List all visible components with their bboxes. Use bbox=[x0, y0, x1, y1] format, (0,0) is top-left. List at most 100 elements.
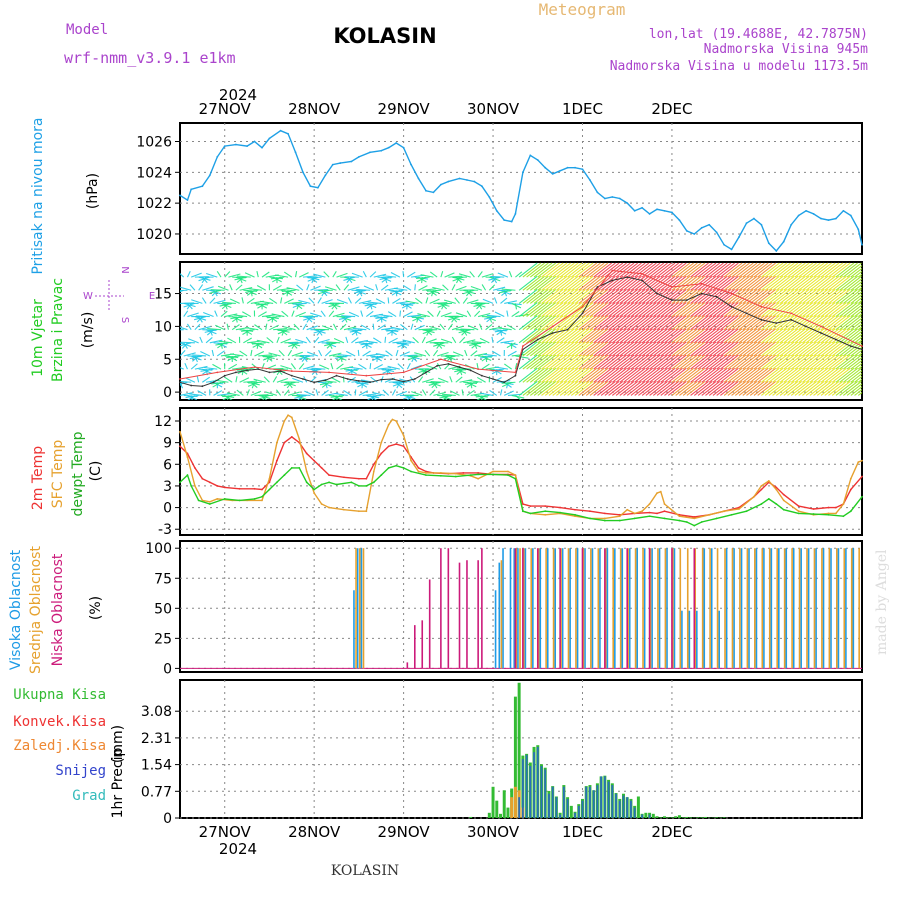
wind-barb bbox=[593, 354, 613, 370]
wind-barb bbox=[526, 367, 545, 383]
wind-barb bbox=[526, 288, 545, 304]
wind-barb bbox=[544, 354, 564, 370]
wind-barb bbox=[347, 297, 352, 304]
wind-barb bbox=[690, 328, 709, 344]
wind-barb bbox=[828, 341, 847, 357]
wind-barb bbox=[727, 367, 747, 383]
wind-gust-line-point bbox=[790, 312, 793, 315]
model-name: wrf-nmm_v3.9.1 e1km bbox=[64, 49, 236, 67]
wind-barb bbox=[567, 354, 586, 370]
wind-speed-line-point bbox=[611, 279, 614, 282]
wind-barb bbox=[395, 349, 399, 357]
wind-barb bbox=[199, 336, 203, 344]
wind-barb bbox=[649, 367, 668, 383]
wind-speed-line-point bbox=[357, 380, 360, 382]
wind-barb bbox=[563, 262, 583, 278]
temp-line-sfc-point bbox=[305, 470, 308, 473]
wind-barb bbox=[508, 270, 513, 278]
year-top: 2024 bbox=[219, 86, 257, 104]
temp-line-sfc-point bbox=[656, 492, 658, 495]
temp-line-dewpt-point bbox=[410, 470, 412, 473]
wind-barb bbox=[180, 350, 186, 357]
wind-barb bbox=[455, 312, 468, 318]
wind-barb bbox=[839, 341, 858, 357]
wind-barb bbox=[469, 271, 475, 278]
wind-barb bbox=[604, 341, 624, 357]
wind-barb bbox=[660, 302, 680, 317]
wind-speed-line-point bbox=[223, 374, 226, 377]
temp-line-t2m-point bbox=[275, 459, 278, 462]
wind-barb bbox=[479, 323, 483, 330]
wind-barb bbox=[608, 367, 627, 383]
wind-barb bbox=[518, 328, 538, 344]
wind-barb bbox=[567, 262, 586, 278]
wind-barb bbox=[720, 367, 739, 383]
wind-barb bbox=[372, 392, 386, 396]
pressure-frame bbox=[179, 122, 863, 255]
temperature-ytick-label: -3 bbox=[158, 522, 172, 538]
wind-ytick-label: 10 bbox=[154, 319, 172, 335]
wind-barb bbox=[544, 341, 564, 357]
wind-gust-line-point bbox=[477, 368, 480, 371]
precip-total-bar bbox=[513, 696, 517, 818]
temp-line-sfc-point bbox=[827, 512, 830, 515]
wind-barb bbox=[738, 302, 758, 317]
wind-barb bbox=[645, 315, 665, 331]
wind-barb bbox=[563, 380, 583, 396]
wind-barb bbox=[861, 342, 862, 343]
temp-line-t2m-point bbox=[395, 443, 398, 445]
wind-barb bbox=[746, 315, 765, 331]
wind-barb bbox=[462, 297, 468, 304]
wind-barb bbox=[813, 302, 832, 317]
wind-barb bbox=[664, 275, 683, 291]
temp-line-sfc-point bbox=[387, 423, 390, 426]
wind-barb bbox=[180, 368, 181, 370]
wind-barb bbox=[497, 272, 509, 278]
wind-barb bbox=[533, 354, 553, 370]
wind-barb bbox=[486, 314, 501, 318]
wind-barb bbox=[518, 380, 538, 396]
wind-barb bbox=[790, 315, 810, 331]
wind-barb bbox=[824, 354, 844, 370]
wind-barb bbox=[280, 297, 283, 304]
wind-barb bbox=[321, 389, 329, 396]
wind-barb bbox=[437, 377, 449, 383]
wind-barb bbox=[667, 315, 687, 331]
wind-barb bbox=[287, 349, 293, 357]
wind-barb bbox=[753, 354, 773, 370]
wind-barb bbox=[794, 328, 814, 344]
wind-barb bbox=[589, 341, 609, 357]
wind-barb bbox=[667, 288, 687, 304]
wind-barb bbox=[597, 354, 616, 370]
temp-line-dewpt-point bbox=[253, 498, 256, 500]
wind-barb bbox=[634, 275, 654, 291]
wind-barb bbox=[585, 262, 605, 278]
wind-barb bbox=[548, 275, 568, 291]
wind-barb bbox=[723, 341, 743, 357]
wind-barb bbox=[764, 275, 784, 291]
precip-snow-bar bbox=[618, 800, 621, 818]
wind-barb bbox=[831, 275, 851, 291]
wind-barb bbox=[537, 315, 557, 331]
precip-snow-bar bbox=[589, 786, 591, 818]
wind-barb bbox=[241, 329, 255, 332]
wind-barb bbox=[195, 315, 210, 318]
wind-barb bbox=[679, 262, 698, 278]
wind-barb bbox=[407, 314, 422, 318]
wind-gust-line-point bbox=[730, 292, 733, 295]
temp-line-t2m-point bbox=[283, 441, 286, 444]
wind-barb bbox=[742, 380, 762, 396]
wind-barb bbox=[813, 315, 832, 331]
pressure-line-point bbox=[730, 248, 733, 251]
wind-barb bbox=[611, 367, 631, 383]
wind-barb bbox=[600, 275, 620, 291]
precip-frame bbox=[179, 679, 863, 819]
wind-barb bbox=[522, 354, 542, 370]
pressure-unit: (hPa) bbox=[85, 173, 101, 209]
wind-barb bbox=[734, 367, 754, 383]
wind-barb bbox=[611, 288, 631, 304]
wind-barb bbox=[294, 394, 307, 399]
wind-barb bbox=[686, 302, 706, 317]
wind-barb bbox=[857, 378, 862, 383]
